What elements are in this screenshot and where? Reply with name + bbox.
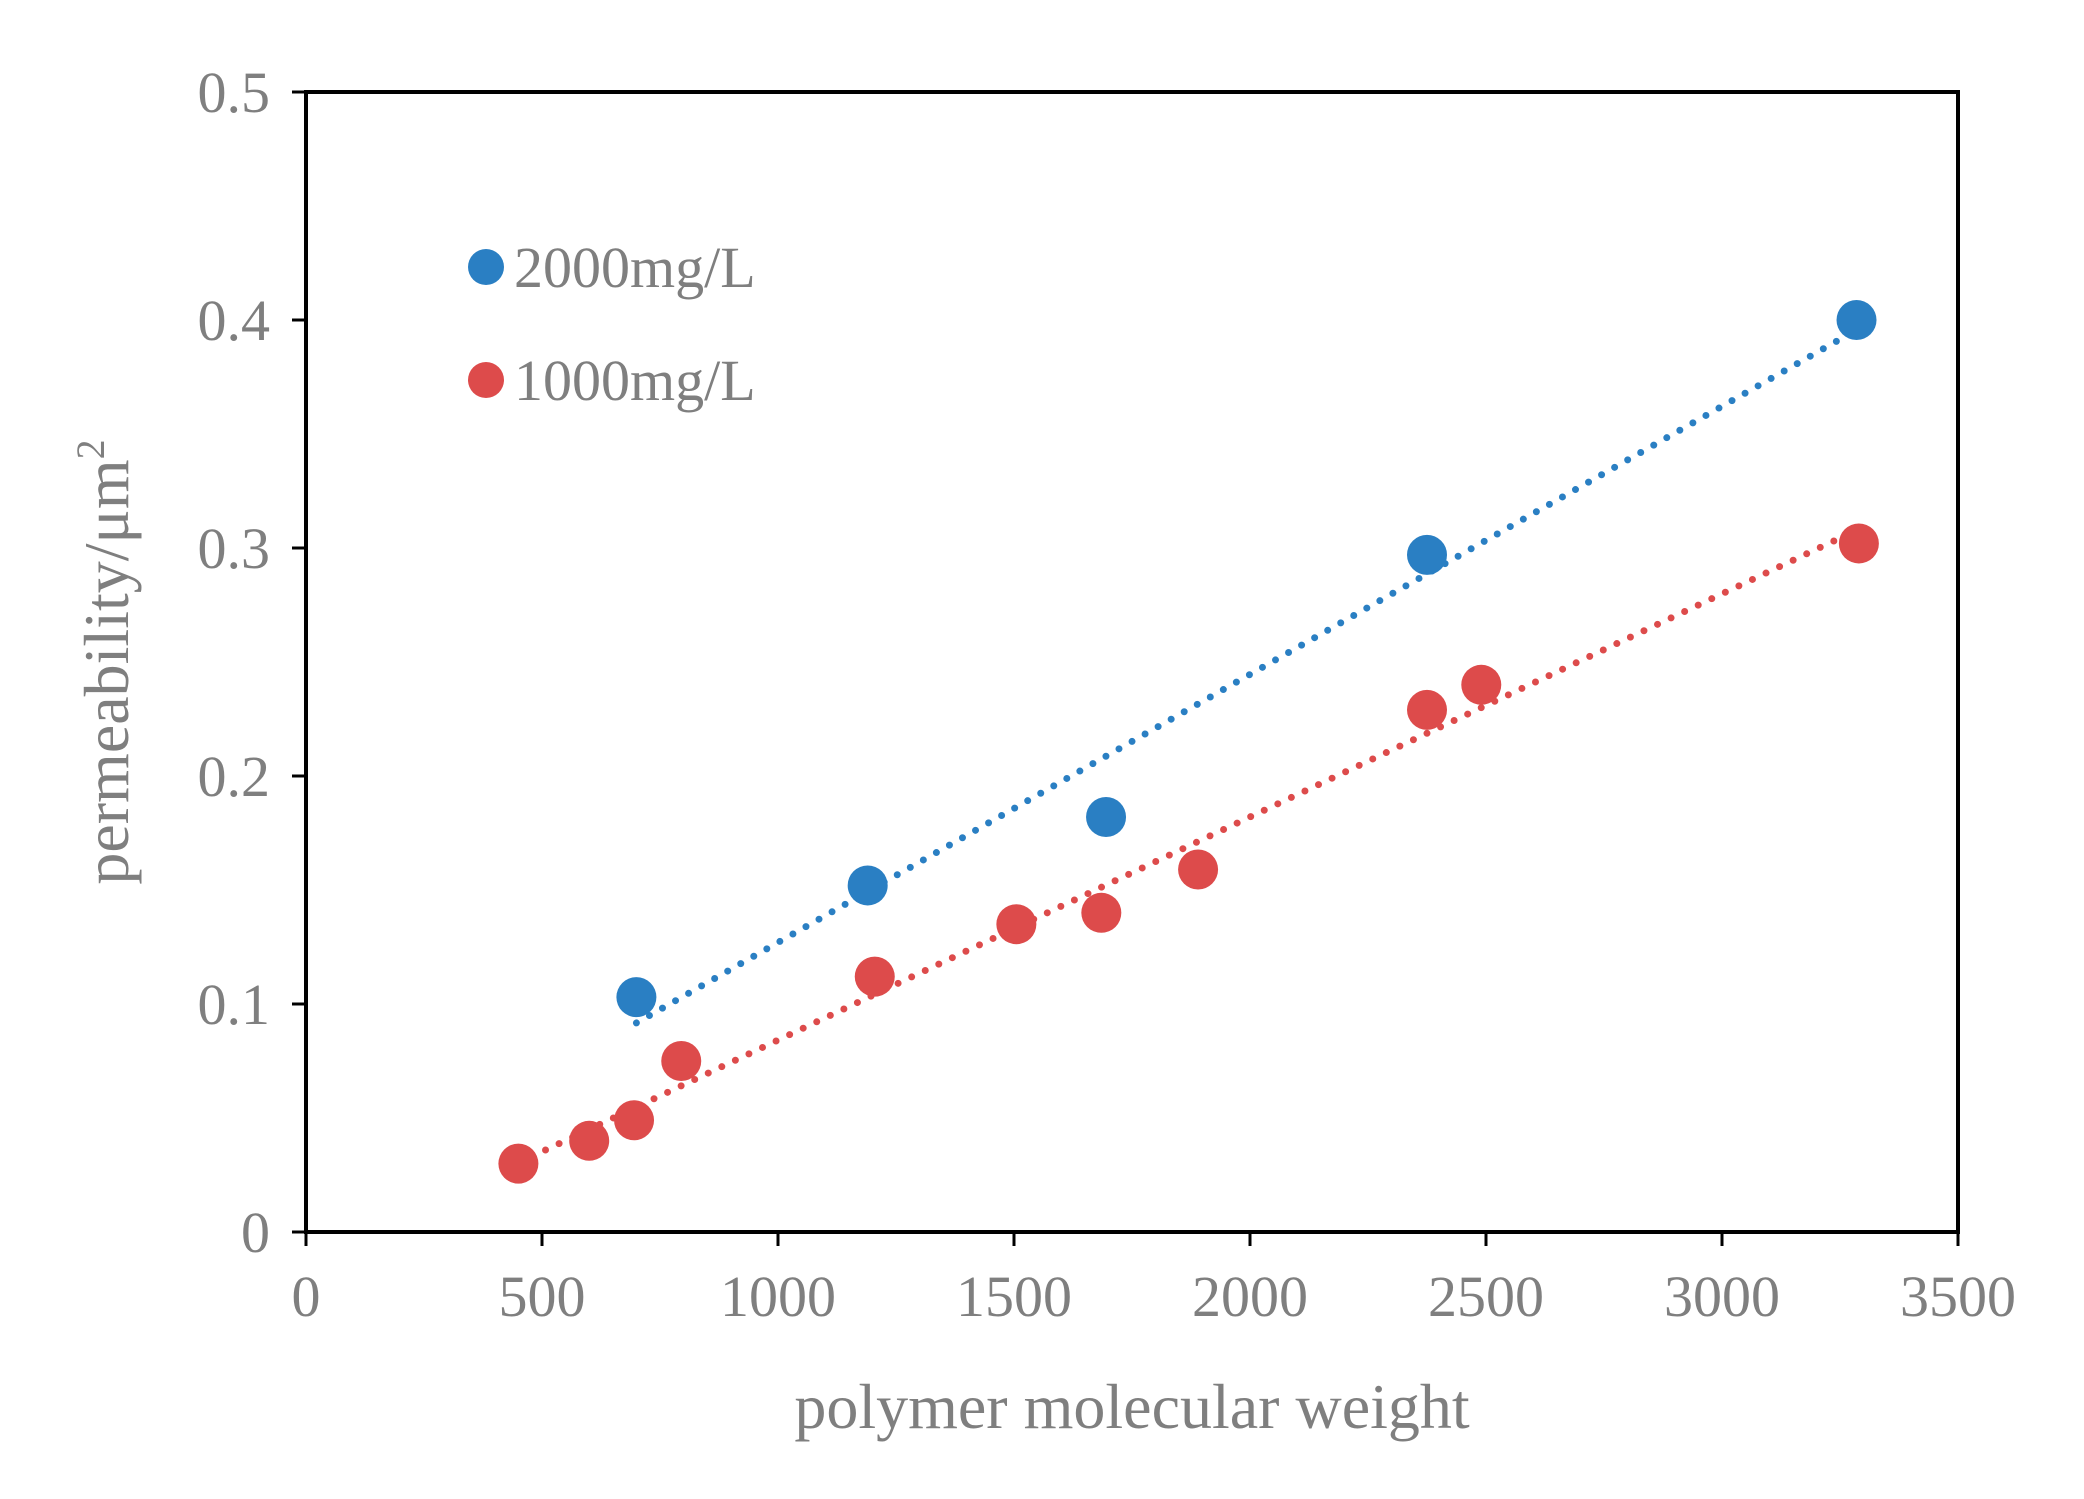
data-point-series-1-10 (1838, 523, 1879, 564)
legend-marker-1000 (468, 362, 504, 398)
y-axis-title-text: permeability/μm (71, 459, 142, 884)
y-tick-label-4: 0.4 (198, 288, 271, 353)
data-point-series-1-4 (854, 956, 895, 997)
data-point-series-1-8 (1407, 689, 1447, 730)
data-point-series-1-0 (498, 1143, 539, 1184)
x-tick-label-5: 2500 (1428, 1264, 1544, 1329)
data-point-series-1-9 (1461, 664, 1502, 705)
x-tick-label-0: 0 (292, 1264, 321, 1329)
data-point-series-0-0 (616, 977, 657, 1018)
legend-marker-2000 (468, 249, 504, 285)
data-point-series-1-7 (1178, 849, 1219, 890)
legend-label-2000: 2000mg/L (514, 235, 756, 300)
data-point-series-1-1 (569, 1120, 610, 1161)
data-point-series-1-2 (614, 1100, 655, 1141)
y-axis-ticks: 0 0.1 0.2 0.3 0.4 0.5 (198, 60, 306, 1265)
data-points (498, 300, 1879, 1184)
data-point-series-0-2 (1086, 797, 1127, 838)
y-tick-label-1: 0.1 (198, 972, 271, 1037)
y-axis-title: permeability/μm2 (68, 439, 142, 884)
x-axis-ticks: 0 500 1000 1500 2000 2500 3000 3500 (292, 1232, 2016, 1329)
y-tick-label-5: 0.5 (198, 60, 271, 125)
x-tick-label-3: 1500 (956, 1264, 1072, 1329)
x-tick-label-2: 1000 (720, 1264, 836, 1329)
plot-area (304, 90, 1960, 1234)
data-point-series-0-1 (847, 865, 888, 906)
data-point-series-1-6 (1081, 892, 1122, 933)
y-tick-label-0: 0 (241, 1200, 270, 1265)
y-axis-title-superscript: 2 (68, 439, 113, 459)
data-point-series-0-3 (1407, 534, 1447, 575)
data-point-series-1-3 (661, 1041, 702, 1081)
y-tick-label-3: 0.3 (198, 516, 271, 581)
data-point-series-0-4 (1836, 300, 1877, 340)
x-tick-label-6: 3000 (1664, 1264, 1780, 1329)
trendline-series-0 (632, 326, 1861, 1027)
x-tick-label-7: 3500 (1900, 1264, 2016, 1329)
y-tick-label-2: 0.2 (198, 744, 271, 809)
x-axis-title: polymer molecular weight (794, 1371, 1470, 1442)
trendlines (514, 326, 1863, 1167)
legend: 2000mg/L 1000mg/L (468, 235, 756, 413)
x-tick-label-4: 2000 (1192, 1264, 1308, 1329)
data-point-series-1-5 (996, 904, 1037, 945)
x-tick-label-1: 500 (499, 1264, 586, 1329)
legend-label-1000: 1000mg/L (514, 348, 756, 413)
